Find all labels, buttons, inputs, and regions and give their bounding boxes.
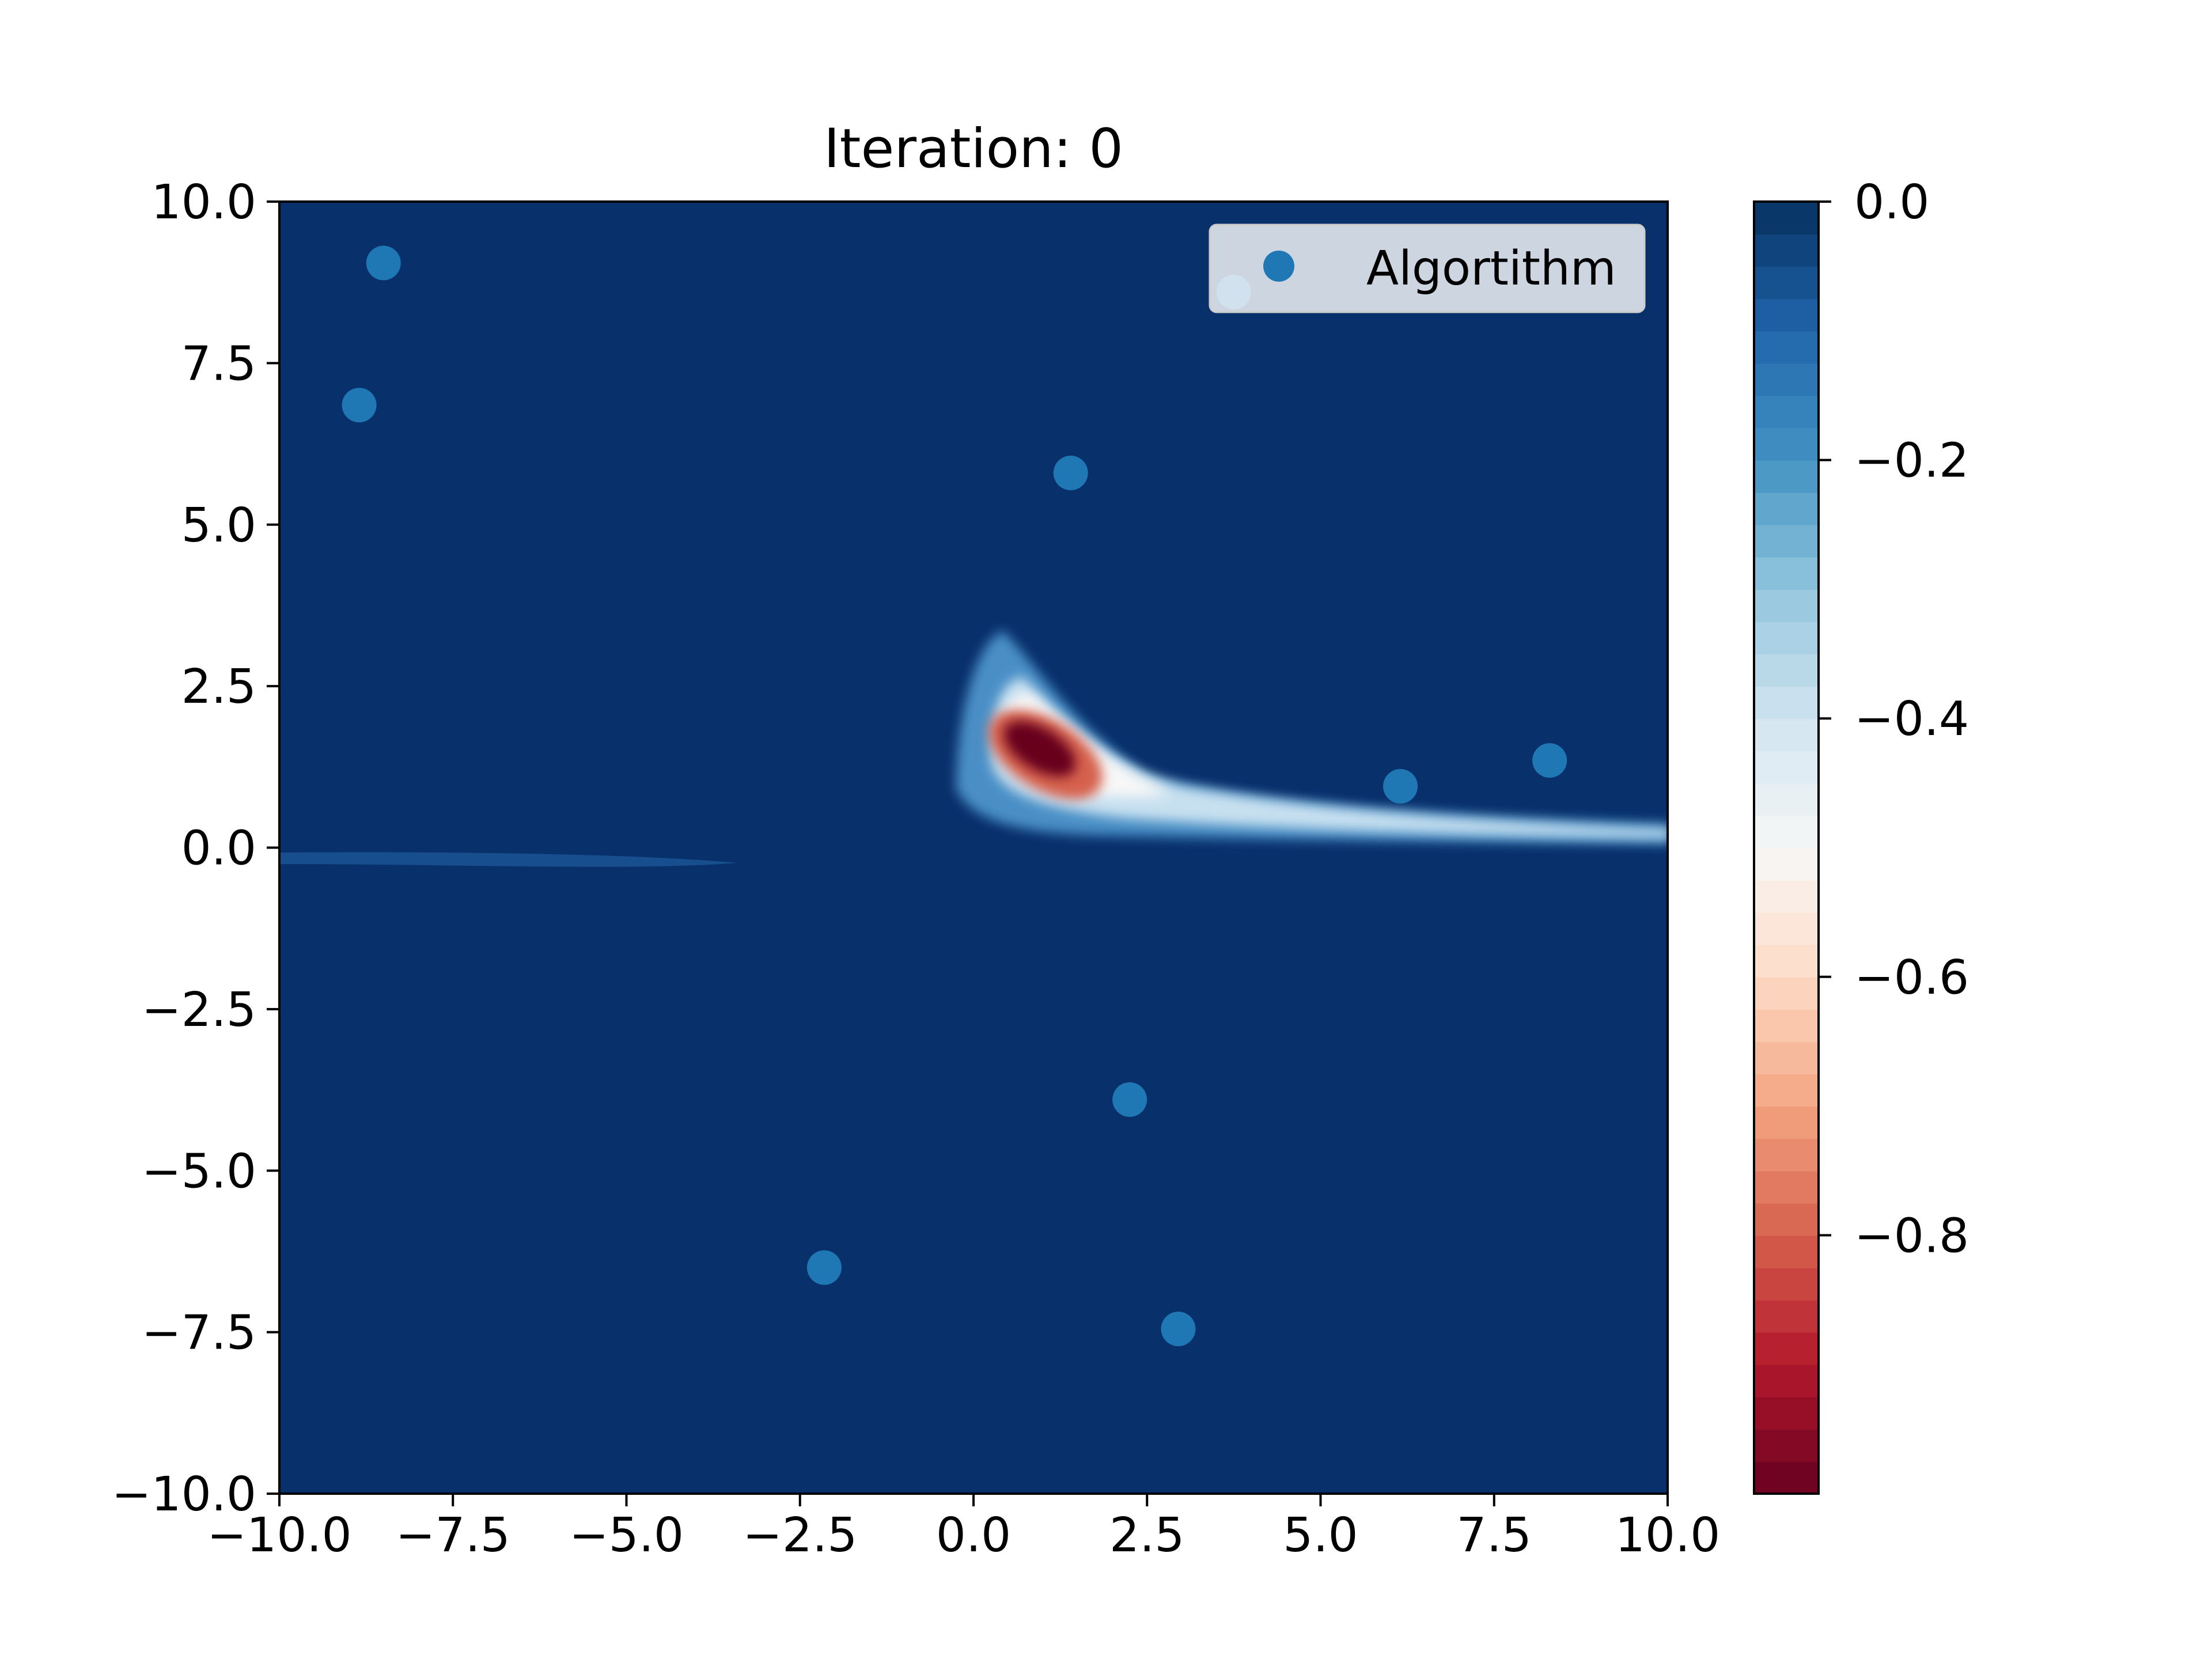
colorbar-tick-label: −0.4 — [1854, 692, 1969, 747]
colorbar-band — [1754, 1364, 1819, 1397]
plot-area: −10.0 −7.5 −5.0 −2.5 0.0 2.5 5.0 7.5 10.0 −10.0−… — [112, 175, 1721, 1563]
colorbar-bands — [1754, 202, 1819, 1494]
legend: Algortithm — [1209, 224, 1646, 313]
colorbar-band — [1754, 1267, 1819, 1301]
x-tick-label: 5.0 — [1283, 1508, 1358, 1563]
contour-core-inner — [1003, 721, 1076, 777]
colorbar-band — [1754, 427, 1819, 461]
x-tick-label: 7.5 — [1457, 1508, 1532, 1563]
colorbar-band — [1754, 460, 1819, 493]
y-tick-label: 0.0 — [181, 821, 256, 876]
y-tick-label: −2.5 — [142, 983, 256, 1037]
scatter-point — [1161, 1312, 1196, 1347]
legend-box — [1209, 224, 1646, 313]
colorbar-band — [1754, 492, 1819, 525]
x-tick-label: −7.5 — [396, 1508, 510, 1563]
contour-streak-left — [279, 852, 737, 867]
scatter-point — [1053, 456, 1088, 491]
colorbar-tick-label: 0.0 — [1854, 175, 1929, 230]
legend-label: Algortithm — [1366, 241, 1616, 296]
colorbar-band — [1754, 331, 1819, 364]
colorbar-band — [1754, 718, 1819, 752]
x-tick-label: −5.0 — [569, 1508, 684, 1563]
colorbar-band — [1754, 202, 1819, 235]
contour-field — [279, 631, 1668, 867]
colorbar-band — [1754, 1009, 1819, 1042]
x-tick-label: −10.0 — [207, 1508, 351, 1563]
contour-tail-inner — [990, 677, 1668, 838]
colorbar-band — [1754, 363, 1819, 396]
y-tick-label: 2.5 — [181, 660, 256, 714]
chart-title: Iteration: 0 — [824, 118, 1123, 180]
colorbar-band — [1754, 298, 1819, 332]
y-tick-label: −10.0 — [112, 1467, 256, 1522]
colorbar-band — [1754, 524, 1819, 558]
y-tick-label: −5.0 — [142, 1144, 256, 1199]
y-tick-label: 10.0 — [151, 175, 256, 230]
colorbar-tick-label: −0.8 — [1854, 1209, 1969, 1263]
scatter-point — [1383, 768, 1418, 804]
y-tick-label: −7.5 — [142, 1306, 256, 1361]
y-axis: −10.0 −7.5 −5.0 −2.5 0.0 2.5 5.0 7.5 10.0 — [112, 175, 279, 1522]
colorbar-band — [1754, 686, 1819, 719]
colorbar-frame — [1753, 200, 1820, 1495]
legend-marker — [1263, 251, 1294, 282]
x-tick-label: 2.5 — [1109, 1508, 1184, 1563]
y-tick-label: 5.0 — [181, 498, 256, 553]
colorbar-band — [1754, 1203, 1819, 1236]
x-tick-label: 0.0 — [936, 1508, 1011, 1563]
colorbar-band — [1754, 234, 1819, 267]
y-tick-label: 7.5 — [181, 336, 256, 391]
colorbar-band — [1754, 847, 1819, 881]
colorbar-band — [1754, 880, 1819, 913]
scatter-point — [806, 1250, 842, 1285]
colorbar-band — [1754, 783, 1819, 816]
colorbar-band — [1754, 1429, 1819, 1462]
colorbar: 0.0 −0.2 −0.4 −0.6 −0.8 — [1753, 175, 1969, 1495]
x-axis: −10.0 −7.5 −5.0 −2.5 0.0 2.5 5.0 7.5 10.0 — [207, 1494, 1720, 1563]
colorbar-band — [1754, 976, 1819, 1010]
scatter-point — [1532, 743, 1567, 778]
colorbar-tick-label: −0.2 — [1854, 434, 1969, 488]
colorbar-band — [1754, 944, 1819, 978]
colorbar-band — [1754, 1074, 1819, 1107]
colorbar-band — [1754, 266, 1819, 300]
colorbar-band — [1754, 912, 1819, 945]
colorbar-band — [1754, 1332, 1819, 1365]
colorbar-tick-label: −0.6 — [1854, 950, 1969, 1005]
colorbar-band — [1754, 1106, 1819, 1139]
colorbar-band — [1754, 589, 1819, 622]
colorbar-band — [1754, 1396, 1819, 1430]
scatter-point — [366, 245, 401, 281]
x-tick-label: −2.5 — [743, 1508, 857, 1563]
colorbar-band — [1754, 621, 1819, 655]
colorbar-band — [1754, 654, 1819, 687]
colorbar-band — [1754, 815, 1819, 849]
colorbar-axis: 0.0 −0.2 −0.4 −0.6 −0.8 — [1819, 175, 1969, 1263]
colorbar-band — [1754, 1300, 1819, 1333]
x-tick-label: 10.0 — [1615, 1508, 1721, 1563]
colorbar-band — [1754, 751, 1819, 784]
colorbar-band — [1754, 1235, 1819, 1268]
colorbar-band — [1754, 556, 1819, 590]
colorbar-band — [1754, 1041, 1819, 1075]
scatter-point — [342, 388, 377, 423]
colorbar-band — [1754, 1461, 1819, 1494]
plot-background — [279, 202, 1668, 1494]
colorbar-band — [1754, 1171, 1819, 1204]
scatter-point — [1112, 1082, 1147, 1117]
colorbar-band — [1754, 1138, 1819, 1172]
colorbar-band — [1754, 395, 1819, 429]
